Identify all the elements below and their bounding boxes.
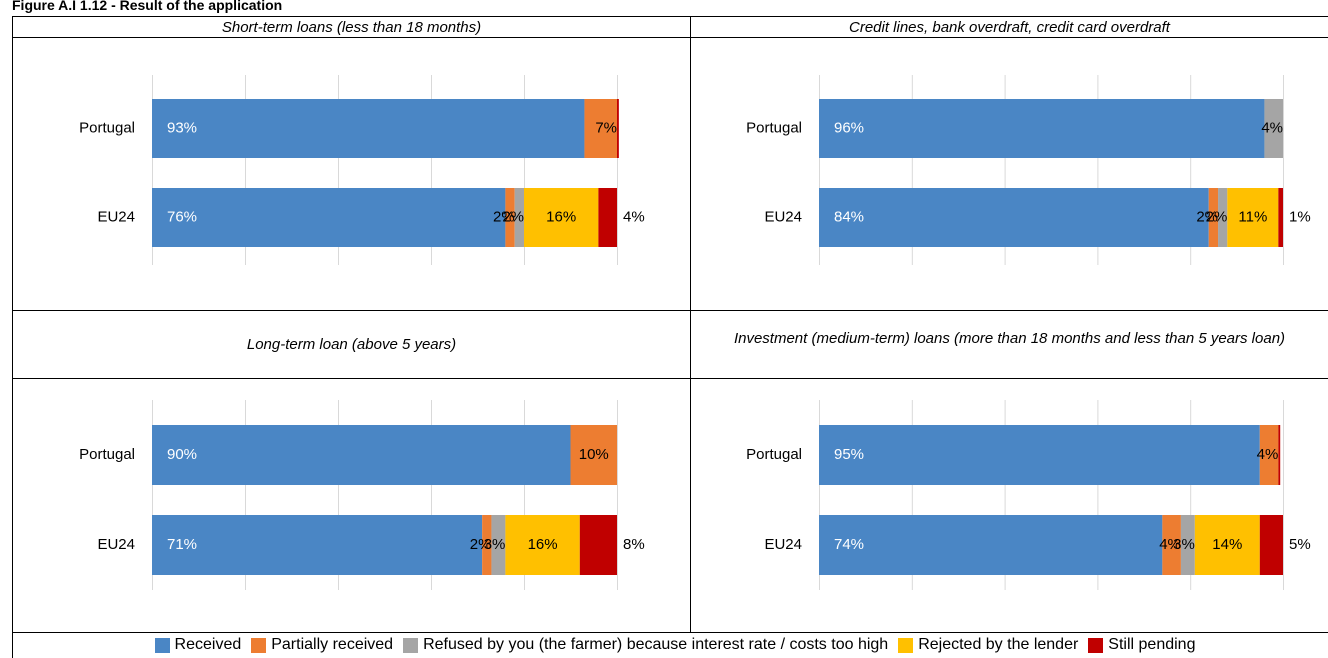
legend-swatch <box>403 637 419 653</box>
panel-title: Credit lines, bank overdraft, credit car… <box>849 18 1170 36</box>
legend-swatch <box>154 637 170 653</box>
value-label: 10% <box>579 446 609 463</box>
value-label: 3% <box>484 536 506 553</box>
panel-title: Long-term loan (above 5 years) <box>246 336 457 353</box>
value-label: 16% <box>546 208 576 225</box>
bar-segment <box>1227 188 1279 247</box>
frame <box>12 16 1328 658</box>
panel-title: Short-term loans (less than 18 months) <box>221 18 482 36</box>
value-label: 4% <box>1257 446 1279 463</box>
category-label: EU24 <box>97 208 135 225</box>
bar-segment <box>152 188 506 247</box>
value-label: 76% <box>167 208 197 225</box>
bar-segment <box>1259 515 1283 575</box>
panel-title: Investment (medium-term) loans (more tha… <box>733 330 1286 347</box>
value-label: 2% <box>1196 208 1218 225</box>
category-label: EU24 <box>97 536 135 553</box>
value-label: 3% <box>1173 536 1195 553</box>
category-label: EU24 <box>764 208 802 225</box>
value-label: 4% <box>1159 536 1181 553</box>
value-label: 2% <box>1206 208 1228 225</box>
bar-segment <box>524 188 599 247</box>
category-label: Portugal <box>79 119 135 136</box>
bar-segment <box>1208 188 1219 247</box>
legend-label: Received <box>174 636 242 653</box>
bar-segment <box>514 188 524 247</box>
bar-segment <box>570 425 617 485</box>
bar-segment <box>598 188 617 247</box>
value-label: 93% <box>167 119 197 136</box>
bar-segment <box>819 425 1260 485</box>
value-label: 5% <box>1289 536 1311 553</box>
bar-segment <box>1180 515 1195 575</box>
bar-segment <box>1162 515 1181 575</box>
value-label: 71% <box>167 536 197 553</box>
value-label: 7% <box>595 119 617 136</box>
legend-label: Still pending <box>1108 636 1196 653</box>
bar-segment <box>1278 425 1281 485</box>
category-label: Portugal <box>746 119 802 136</box>
value-label: 74% <box>834 536 864 553</box>
bar-segment <box>152 99 585 158</box>
value-label: 4% <box>623 208 645 225</box>
value-label: 2% <box>470 536 492 553</box>
value-label: 90% <box>167 446 197 463</box>
bar-segment <box>491 515 506 575</box>
bar-segment <box>505 188 515 247</box>
bar-segment <box>584 99 617 158</box>
bar-segment <box>819 188 1209 247</box>
legend: Received Partially received Refused by you… <box>12 632 1328 658</box>
value-label: 4% <box>1261 119 1283 136</box>
bar-segment <box>1264 99 1283 158</box>
value-label: 2% <box>493 208 515 225</box>
legend-label: Partially received <box>271 636 394 653</box>
value-label: 95% <box>834 446 864 463</box>
legend-swatch <box>251 637 267 653</box>
category-label: EU24 <box>764 536 802 553</box>
bar-segment <box>1218 188 1228 247</box>
bar-segment <box>152 425 571 485</box>
bar-segment <box>579 515 617 575</box>
bar-segment <box>819 515 1163 575</box>
bar-segment <box>1259 425 1279 485</box>
legend-label: Rejected by the lender <box>918 636 1079 653</box>
figure-title: Figure A.I 1.12 - Result of the applicat… <box>12 0 283 13</box>
bar-segment <box>617 99 619 158</box>
value-label: 84% <box>834 208 864 225</box>
bar-segment <box>505 515 580 575</box>
bar-segment <box>482 515 492 575</box>
value-label: 1% <box>1289 208 1311 225</box>
category-label: Portugal <box>746 446 802 463</box>
category-label: Portugal <box>79 446 135 463</box>
bar-segment <box>1194 515 1260 575</box>
value-label: 11% <box>1238 208 1267 225</box>
legend-swatch <box>898 637 914 653</box>
value-label: 2% <box>502 208 524 225</box>
value-label: 8% <box>623 536 645 553</box>
bar-segment <box>819 99 1265 158</box>
value-label: 14% <box>1212 536 1242 553</box>
value-label: 16% <box>528 536 558 553</box>
legend-label: Refused by you (the farmer) because inte… <box>423 636 889 653</box>
legend-swatch <box>1088 637 1104 653</box>
bar-segment <box>1278 188 1283 247</box>
bar-segment <box>152 515 483 575</box>
value-label: 96% <box>834 119 864 136</box>
